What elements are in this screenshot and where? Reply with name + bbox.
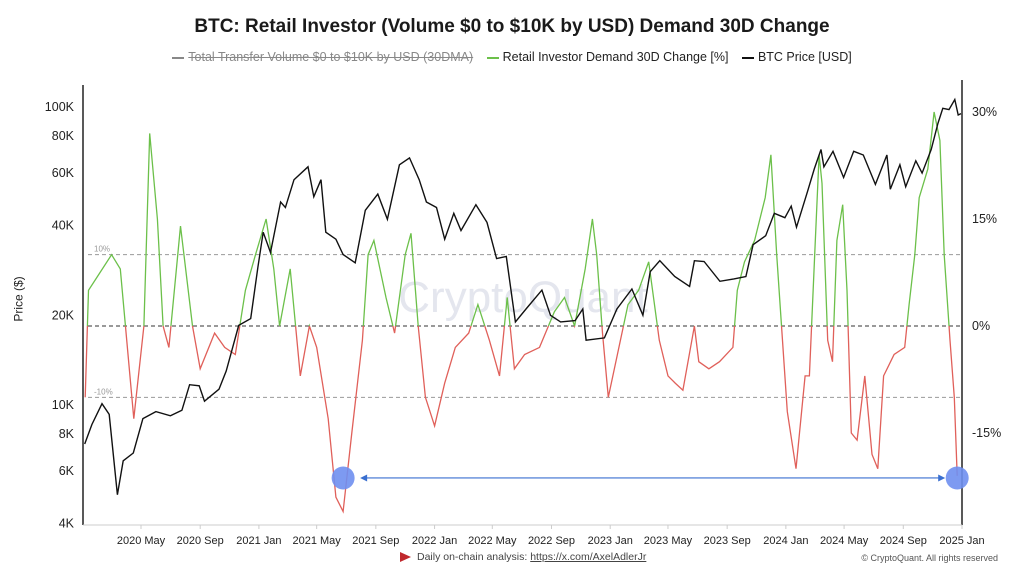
x-tick-label: 2021 Sep	[352, 535, 399, 547]
footer-analysis: Daily on-chain analysis: https://x.com/A…	[400, 551, 646, 563]
annotation-marker	[331, 466, 355, 490]
demand-line-negative	[84, 326, 958, 514]
left-tick-label: 100K	[45, 100, 75, 114]
right-tick-label: -15%	[972, 426, 1001, 440]
x-tick-label: 2020 Sep	[177, 535, 224, 547]
reference-line-label: -10%	[94, 387, 113, 396]
left-tick-label: 40K	[52, 219, 75, 233]
legend-swatch	[741, 56, 754, 59]
chart-title: BTC: Retail Investor (Volume $0 to $10K …	[194, 16, 830, 37]
legend-label: Retail Investor Demand 30D Change [%]	[502, 50, 729, 64]
left-tick-label: 20K	[52, 308, 75, 322]
annotation-marker	[945, 466, 969, 490]
footer-copyright: © CryptoQuant. All rights reserved	[861, 553, 998, 563]
legend-item-demand-change[interactable]: Retail Investor Demand 30D Change [%]	[486, 50, 729, 64]
x-tick-label: 2022 Sep	[528, 535, 575, 547]
legend-label: Total Transfer Volume $0 to $10K by USD …	[188, 50, 474, 64]
legend-swatch	[486, 56, 499, 59]
legend-swatch	[172, 56, 185, 59]
arrow-head-right-icon	[938, 474, 946, 482]
x-tick-label: 2024 Jan	[763, 535, 808, 547]
x-tick-label: 2022 May	[468, 535, 517, 547]
x-tick-label: 2024 Sep	[880, 535, 927, 547]
left-tick-label: 6K	[59, 464, 75, 478]
arrow-head-left-icon	[360, 474, 368, 482]
legend: Total Transfer Volume $0 to $10K by USD …	[0, 50, 1024, 64]
footer-prefix: Daily on-chain analysis:	[417, 551, 531, 563]
left-tick-label: 60K	[52, 166, 75, 180]
x-tick-label: 2022 Jan	[412, 535, 457, 547]
flag-icon	[400, 552, 411, 563]
x-tick-label: 2021 Jan	[236, 535, 281, 547]
legend-item-transfer-volume[interactable]: Total Transfer Volume $0 to $10K by USD …	[172, 50, 473, 64]
x-tick-label: 2020 May	[117, 535, 166, 547]
x-tick-label: 2024 May	[820, 535, 869, 547]
x-tick-label: 2023 Jan	[588, 535, 633, 547]
reference-line-label: 10%	[94, 245, 110, 254]
right-tick-label: 15%	[972, 212, 997, 226]
watermark: CryptoQuant	[398, 273, 647, 322]
left-tick-label: 10K	[52, 398, 75, 412]
legend-label: BTC Price [USD]	[757, 50, 852, 64]
demand-line-positive	[86, 111, 950, 326]
right-tick-label: 0%	[972, 319, 990, 333]
left-tick-label: 80K	[52, 129, 75, 143]
legend-item-btc-price[interactable]: BTC Price [USD]	[741, 50, 852, 64]
right-tick-label: 30%	[972, 105, 997, 119]
x-tick-label: 2023 Sep	[704, 535, 751, 547]
x-tick-label: 2021 May	[292, 535, 341, 547]
left-tick-label: 4K	[59, 517, 75, 531]
footer-link[interactable]: https://x.com/AxelAdlerJr	[530, 551, 647, 563]
left-tick-label: 8K	[59, 427, 75, 441]
x-tick-label: 2023 May	[644, 535, 693, 547]
btc-price-line	[84, 97, 962, 495]
x-tick-label: 2025 Jan	[939, 535, 984, 547]
